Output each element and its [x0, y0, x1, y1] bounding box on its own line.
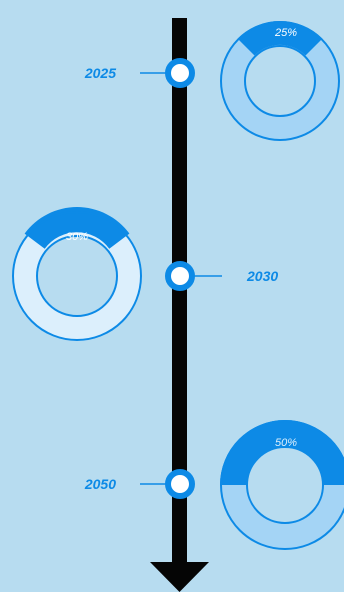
percent-label: 50% — [275, 437, 297, 449]
milestone-2025: 2025 25% — [84, 21, 340, 141]
milestone-2030: 2030 30% — [12, 207, 278, 341]
donut-inner-outline — [36, 235, 118, 317]
timeline-node — [165, 469, 195, 499]
percent-label: 25% — [274, 27, 297, 39]
donut-inner-outline — [246, 446, 324, 524]
timeline-arrowhead — [150, 562, 209, 592]
donut-inner-outline — [244, 45, 316, 117]
donut-filled-segment — [220, 420, 344, 485]
progress-donut: 50% — [220, 420, 344, 550]
donut-outer-outline — [220, 420, 344, 550]
percent-label: 30% — [66, 231, 88, 243]
progress-donut: 30% — [12, 207, 142, 341]
year-label: 2050 — [84, 476, 116, 492]
timeline-node — [165, 58, 195, 88]
timeline-axis — [172, 18, 187, 566]
donut-filled-segment — [237, 21, 323, 56]
donut-outer-outline — [220, 21, 340, 141]
donut-outer-outline — [12, 211, 142, 341]
year-label: 2025 — [84, 65, 116, 81]
timeline-node — [165, 261, 195, 291]
milestone-2050: 2050 50% — [84, 420, 344, 550]
progress-donut: 25% — [220, 21, 340, 141]
year-label: 2030 — [246, 268, 278, 284]
